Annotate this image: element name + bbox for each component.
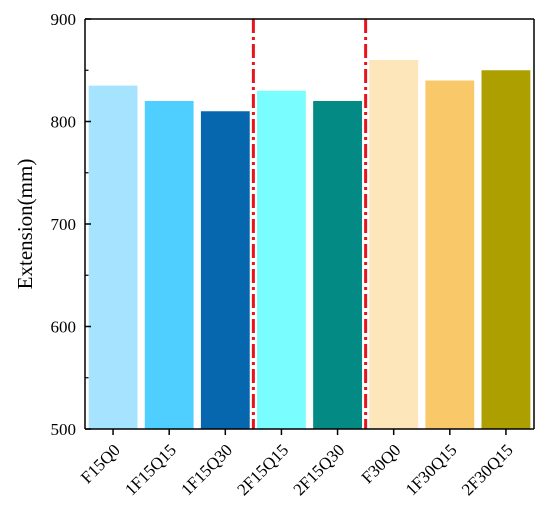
y-tick-label: 800 [51,113,77,132]
bars-layer [88,60,531,430]
y-tick-label: 700 [51,215,77,234]
x-tick-label-1f15q15: 1F15Q15 [121,440,180,499]
y-tick-label: 900 [51,10,77,29]
x-tick-label-f30q0: F30Q0 [358,440,405,487]
bar-2f15q30 [313,101,362,429]
bar-1f15q30 [200,111,250,429]
bar-1f30q15 [425,80,475,429]
y-tick-label: 500 [51,420,77,439]
bar-f15q0 [88,85,138,430]
bar-2f15q15 [257,90,306,429]
x-tick-label-1f30q15: 1F30Q15 [402,440,461,499]
separators-layer [251,19,368,429]
x-tick-label-1f15q30: 1F15Q30 [177,440,236,499]
x-tick-label-2f30q15: 2F30Q15 [458,440,517,499]
y-axis-title: Extension(mm) [13,159,37,290]
bar-2f30q15 [481,70,531,429]
bar-1f15q15 [144,101,194,429]
y-tick-label: 600 [51,318,77,337]
x-tick-label-f15q0: F15Q0 [77,440,124,487]
x-tick-label-2f15q15: 2F15Q15 [233,440,292,499]
bar-f30q0 [369,60,419,429]
y-ticks-layer: 500 600 700 800 900 [51,10,91,439]
x-tick-label-2f15q30: 2F15Q30 [290,440,349,499]
